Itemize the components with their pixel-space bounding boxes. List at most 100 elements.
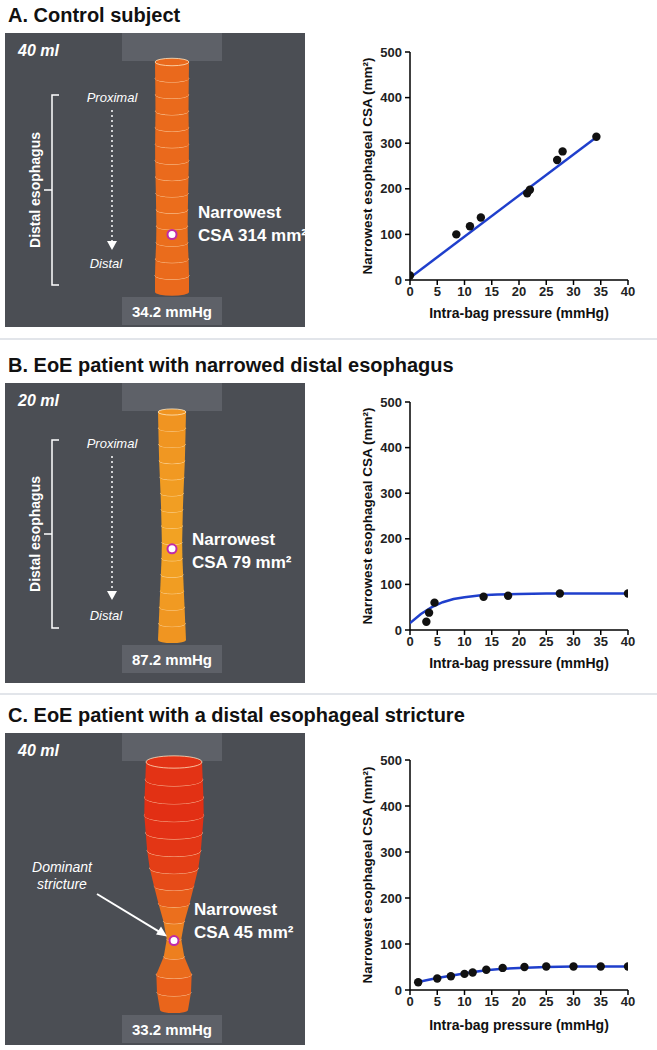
fit-line [410, 136, 598, 278]
x-tick-label: 25 [539, 284, 553, 299]
distal-label: Distal [90, 608, 124, 623]
x-tick-label: 35 [594, 994, 608, 1009]
data-point [468, 968, 476, 976]
plot-data [414, 962, 628, 986]
stricture-arrow-head [156, 927, 167, 937]
y-tick-label: 300 [380, 136, 402, 151]
y-tick-label: 100 [380, 937, 402, 952]
x-tick-label: 30 [566, 284, 580, 299]
tube [155, 58, 189, 295]
y-tick-label: 400 [380, 799, 402, 814]
tube-ring [155, 58, 189, 65]
narrowest-dot [170, 936, 179, 945]
y-tick-label: 500 [380, 45, 402, 60]
stricture-line: Dominant [32, 859, 93, 875]
data-point [422, 618, 430, 626]
x-axis-title: Intra-bag pressure (mmHg) [429, 305, 609, 321]
arrow-head [107, 241, 117, 250]
x-tick-label: 15 [485, 284, 499, 299]
y-tick-label: 100 [380, 577, 402, 592]
data-point [556, 589, 564, 597]
data-point [447, 972, 455, 980]
panel: B. EoE patient with narrowed distal esop… [5, 354, 635, 683]
data-point [433, 974, 441, 982]
y-axis [409, 760, 411, 990]
y-tick [405, 759, 410, 761]
data-point [452, 230, 460, 238]
x-tick-label: 10 [457, 284, 471, 299]
x-tick-label: 30 [566, 994, 580, 1009]
data-point [624, 962, 628, 970]
x-tick-label: 0 [406, 634, 413, 649]
x-tick-label: 0 [406, 284, 413, 299]
narrowest-dot [168, 230, 177, 239]
data-point [520, 963, 528, 971]
csa-line: Narrowest [198, 203, 281, 222]
csa-line: CSA 314 mm² [198, 226, 307, 245]
y-tick-label: 100 [380, 227, 402, 242]
x-tick-label: 25 [539, 634, 553, 649]
tube [158, 409, 186, 643]
pressure-box [122, 297, 222, 325]
x-tick-label: 40 [621, 994, 635, 1009]
data-point [414, 978, 422, 986]
distal-label: Distal [90, 256, 124, 271]
volume-label: 20 ml [17, 392, 59, 409]
x-tick-label: 10 [457, 634, 471, 649]
data-point [526, 186, 534, 194]
tube-segment [161, 559, 183, 578]
stricture-arrow [97, 894, 164, 935]
y-tick [405, 51, 410, 53]
data-point [430, 598, 438, 606]
panel-title: C. EoE patient with a distal esophageal … [8, 704, 465, 726]
data-point [460, 970, 468, 978]
panel: C. EoE patient with a distal esophageal … [5, 704, 635, 1045]
x-tick-label: 35 [594, 284, 608, 299]
volume-label: 40 ml [17, 42, 59, 59]
y-tick [405, 897, 410, 899]
csa-line: CSA 45 mm² [194, 923, 294, 942]
y-tick-label: 500 [380, 395, 402, 410]
data-point [558, 147, 566, 155]
y-tick-label: 0 [395, 273, 402, 288]
data-point [482, 966, 490, 974]
y-tick [405, 943, 410, 945]
y-tick-label: 200 [380, 181, 402, 196]
catheter [122, 383, 222, 411]
plot-data [410, 589, 628, 626]
narrowest-dot [168, 544, 177, 553]
x-tick-label: 5 [434, 994, 441, 1009]
x-tick-label: 40 [621, 284, 635, 299]
csa-label: NarrowestCSA 79 mm² [192, 530, 292, 572]
divider [0, 338, 657, 340]
panel-title: A. Control subject [8, 4, 181, 26]
y-tick-label: 300 [380, 486, 402, 501]
divider [0, 693, 657, 695]
y-tick-label: 400 [380, 440, 402, 455]
data-point [410, 271, 414, 279]
pressure-box [122, 645, 222, 673]
bracket [44, 440, 59, 628]
y-tick [405, 97, 410, 99]
data-point [504, 592, 512, 600]
direction-arrow [111, 110, 113, 242]
panel: A. Control subject 34.2 mmHg 40 ml Narrowes… [5, 4, 635, 327]
data-point [553, 156, 561, 164]
x-tick-label: 5 [434, 634, 441, 649]
x-tick-label: 30 [566, 634, 580, 649]
y-tick-label: 200 [380, 891, 402, 906]
region-label: Distal esophagus [27, 476, 43, 592]
y-tick-label: 0 [395, 623, 402, 638]
proximal-label: Proximal [87, 436, 139, 451]
tube-segment [162, 542, 183, 561]
data-point [498, 964, 506, 972]
y-tick-label: 500 [380, 753, 402, 768]
data-point [624, 589, 628, 597]
data-point [479, 593, 487, 601]
pressure-label: 34.2 mmHg [132, 303, 212, 320]
region-label: Distal esophagus [27, 132, 43, 248]
x-tick-label: 0 [406, 994, 413, 1009]
x-axis-title: Intra-bag pressure (mmHg) [429, 655, 609, 671]
csa-line: Narrowest [194, 900, 277, 919]
pressure-label: 87.2 mmHg [132, 651, 212, 668]
